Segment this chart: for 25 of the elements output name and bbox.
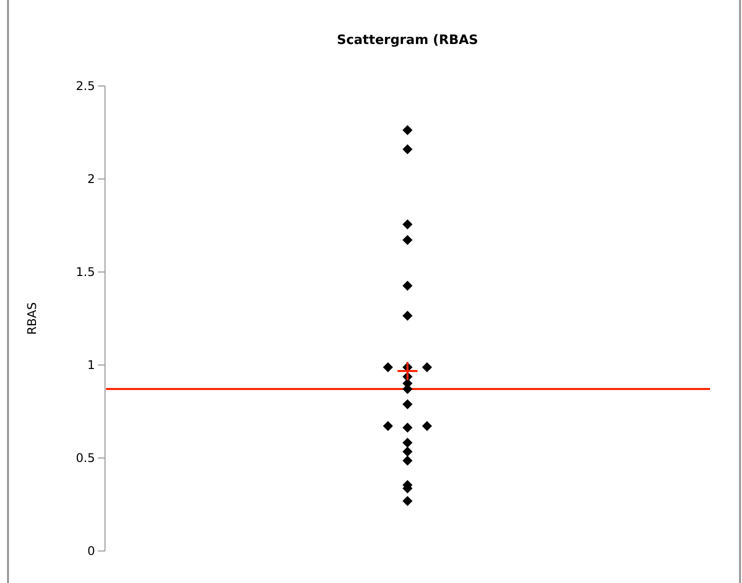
y-axis-title: RBAS — [25, 302, 39, 335]
point — [402, 446, 412, 457]
y-tick-label: 2 — [87, 172, 95, 186]
point — [382, 362, 393, 372]
point — [402, 456, 412, 466]
y-tick-label: 0.5 — [76, 450, 95, 465]
point — [402, 280, 412, 291]
y-tick-label: 1 — [87, 358, 95, 372]
point — [402, 496, 412, 506]
point — [402, 144, 412, 154]
point — [402, 310, 412, 321]
point — [402, 438, 412, 448]
point — [402, 125, 412, 136]
point — [402, 219, 412, 230]
point — [422, 362, 432, 372]
y-tick-label: 2.5 — [76, 78, 95, 93]
y-tick-label: 1.5 — [76, 264, 95, 279]
point — [402, 422, 412, 433]
point — [402, 235, 412, 246]
point — [396, 360, 418, 381]
chart-title: Scattergram (RBAS — [336, 33, 478, 48]
point — [422, 421, 432, 432]
y-tick-label: 0 — [87, 544, 95, 558]
point — [402, 399, 412, 410]
point — [382, 421, 393, 432]
